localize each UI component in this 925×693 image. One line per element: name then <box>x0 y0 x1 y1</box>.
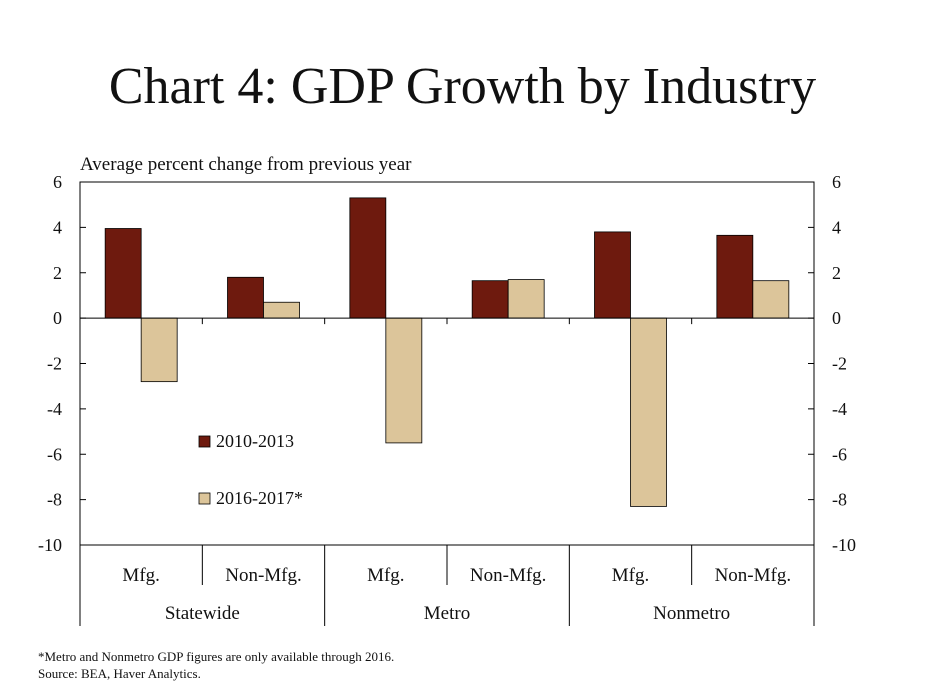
bar-series1-4 <box>594 231 631 319</box>
x-tick-label: Mfg. <box>122 565 159 586</box>
y-tick-label-right: -6 <box>832 444 847 464</box>
bar-series2-3 <box>507 279 545 319</box>
bar-series1-1 <box>227 276 264 319</box>
y-axis-label: Average percent change from previous yea… <box>80 154 412 175</box>
bar-series2-1 <box>263 301 300 319</box>
plot-border <box>79 181 815 546</box>
y-tick-label-left: -2 <box>47 354 62 374</box>
y-tick-label-right: -4 <box>832 399 847 419</box>
chart-title: Chart 4: GDP Growth by Industry <box>108 58 817 115</box>
x-tick-label: Mfg. <box>367 565 404 586</box>
bar-series1-0 <box>104 228 142 319</box>
axes: 6 6 4 4 2 2 0 0 -2 -2 -4 -4 -6 -6 -8 -8 -10 -10 Mfg. Non-Mf… <box>38 172 856 626</box>
x-tick-label: Non-Mfg. <box>225 565 302 586</box>
legend-swatch <box>198 435 211 448</box>
bar-series2-4 <box>630 317 667 507</box>
x-tick-label: Mfg. <box>612 565 649 586</box>
legend: 2010-2013 2016-2017* <box>198 431 303 508</box>
group-label: Statewide <box>165 603 240 624</box>
y-tick-label-left: 4 <box>53 217 62 237</box>
y-tick-label-right: 2 <box>832 263 841 283</box>
bar-series2-2 <box>385 317 423 444</box>
legend-label: 2010-2013 <box>216 431 294 451</box>
y-tick-label-right: 4 <box>832 217 841 237</box>
source-note: Source: BEA, Haver Analytics. <box>38 666 201 681</box>
y-tick-label-left: -8 <box>47 490 62 510</box>
y-tick-label-right: -8 <box>832 490 847 510</box>
footnote: *Metro and Nonmetro GDP figures are only… <box>38 649 395 664</box>
y-tick-label-right: -10 <box>832 535 856 555</box>
bar-series1-3 <box>471 280 509 319</box>
group-label: Nonmetro <box>653 603 730 624</box>
y-tick-label-left: -4 <box>47 399 62 419</box>
plot-frame <box>79 181 815 546</box>
bar-series2-0 <box>140 317 178 383</box>
y-tick-label-left: -6 <box>47 444 62 464</box>
y-tick-label-left: 0 <box>53 308 62 328</box>
legend-label: 2016-2017* <box>216 488 303 508</box>
group-label: Metro <box>424 603 470 624</box>
x-tick-label: Non-Mfg. <box>470 565 547 586</box>
bars <box>104 197 790 507</box>
y-tick-label-left: -10 <box>38 535 62 555</box>
y-tick-label-right: 0 <box>832 308 841 328</box>
bar-series2-5 <box>752 280 790 319</box>
legend-swatch <box>198 492 211 505</box>
x-tick-label: Non-Mfg. <box>715 565 792 586</box>
bar-series1-5 <box>716 234 754 319</box>
y-tick-label-right: 6 <box>832 172 841 192</box>
bar-series1-2 <box>349 197 387 319</box>
y-tick-label-left: 2 <box>53 263 62 283</box>
y-tick-label-left: 6 <box>53 172 62 192</box>
y-tick-label-right: -2 <box>832 354 847 374</box>
